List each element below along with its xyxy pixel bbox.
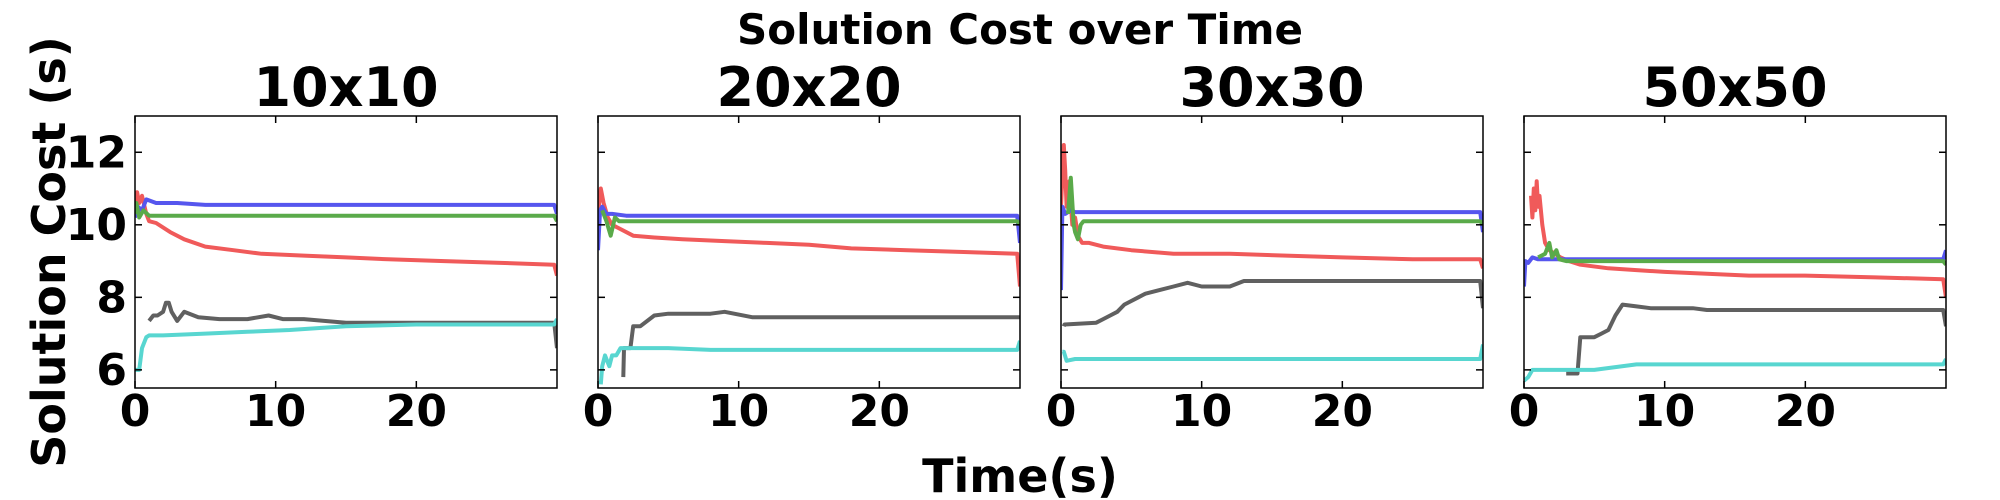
series-line-blue bbox=[135, 197, 557, 219]
subplot-2: 20x20 0 10 20 bbox=[583, 56, 1021, 437]
series-line-red bbox=[1061, 143, 1483, 269]
plot-frame bbox=[134, 115, 558, 389]
x-tick-label: 20 bbox=[386, 386, 447, 437]
series-lines bbox=[135, 190, 557, 372]
x-tick-label: 20 bbox=[849, 386, 910, 437]
plot-frame bbox=[597, 115, 1021, 389]
subplot-1: 10x10 0 10 20 6 8 10 12 bbox=[66, 56, 558, 437]
x-tick-label: 0 bbox=[1046, 386, 1077, 437]
figure-title: Solution Cost over Time bbox=[737, 5, 1303, 54]
series-line-green bbox=[600, 209, 1020, 238]
x-tick-label: 20 bbox=[1312, 386, 1373, 437]
y-axis-label: Solution Cost (s) bbox=[22, 36, 76, 468]
plot-frame bbox=[1060, 115, 1484, 389]
series-line-cyan bbox=[598, 340, 1020, 385]
series-lines bbox=[598, 186, 1020, 385]
x-tick-label: 0 bbox=[583, 386, 614, 437]
series-line-green bbox=[1537, 240, 1946, 266]
x-tick-label: 10 bbox=[1171, 386, 1232, 437]
x-axis-label: Time(s) bbox=[922, 449, 1118, 500]
series-line-blue bbox=[1061, 204, 1483, 291]
series-line-blue bbox=[1524, 249, 1946, 287]
series-line-cyan bbox=[1524, 358, 1946, 383]
subplot-title: 10x10 bbox=[253, 56, 438, 119]
y-tick-label: 6 bbox=[96, 345, 127, 396]
series-line-blue bbox=[598, 204, 1020, 251]
x-tick-label: 0 bbox=[120, 386, 151, 437]
subplot-title: 50x50 bbox=[1642, 56, 1827, 119]
series-line-red bbox=[1529, 179, 1946, 298]
series-lines bbox=[1061, 143, 1483, 363]
y-tick-label: 8 bbox=[96, 272, 127, 323]
plot-frame bbox=[1523, 115, 1947, 389]
series-line-gray bbox=[1061, 279, 1483, 328]
x-tick-label: 10 bbox=[1634, 386, 1695, 437]
series-line-green bbox=[1066, 175, 1483, 242]
series-lines bbox=[1524, 179, 1946, 383]
series-line-gray bbox=[1566, 302, 1946, 376]
subplot-3: 30x30 0 10 20 bbox=[1046, 56, 1484, 437]
subplot-4: 50x50 0 10 20 bbox=[1509, 56, 1947, 437]
series-line-cyan bbox=[1061, 344, 1483, 363]
y-tick-label: 10 bbox=[66, 200, 127, 251]
subplot-title: 20x20 bbox=[716, 56, 901, 119]
series-line-green bbox=[135, 201, 557, 223]
x-tick-label: 20 bbox=[1775, 386, 1836, 437]
x-tick-label: 0 bbox=[1509, 386, 1540, 437]
series-line-cyan bbox=[135, 318, 557, 372]
series-line-red bbox=[598, 186, 1020, 287]
series-line-red bbox=[135, 190, 557, 277]
series-line-gray bbox=[147, 300, 557, 349]
x-tick-label: 10 bbox=[245, 386, 306, 437]
y-tick-label: 12 bbox=[66, 127, 127, 178]
subplot-title: 30x30 bbox=[1179, 56, 1364, 119]
x-tick-label: 10 bbox=[708, 386, 769, 437]
series-line-gray bbox=[621, 309, 1020, 378]
